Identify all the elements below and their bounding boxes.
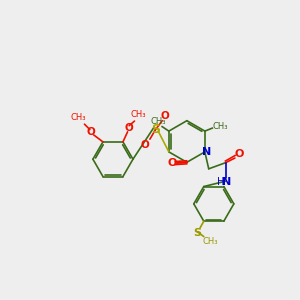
- Text: N: N: [222, 177, 231, 187]
- Text: O: O: [167, 158, 177, 168]
- Text: O: O: [140, 140, 149, 150]
- Text: O: O: [234, 149, 243, 159]
- Text: CH₃: CH₃: [212, 122, 228, 131]
- Text: CH₃: CH₃: [202, 237, 218, 246]
- Text: O: O: [160, 111, 169, 121]
- Text: CH₃: CH₃: [70, 113, 86, 122]
- Text: O: O: [125, 123, 134, 133]
- Text: N: N: [202, 147, 211, 157]
- Text: S: S: [193, 228, 201, 238]
- Text: S: S: [152, 123, 160, 136]
- Text: H: H: [217, 177, 225, 187]
- Text: CH₃: CH₃: [150, 117, 166, 126]
- Text: CH₃: CH₃: [130, 110, 146, 119]
- Text: O: O: [86, 127, 95, 137]
